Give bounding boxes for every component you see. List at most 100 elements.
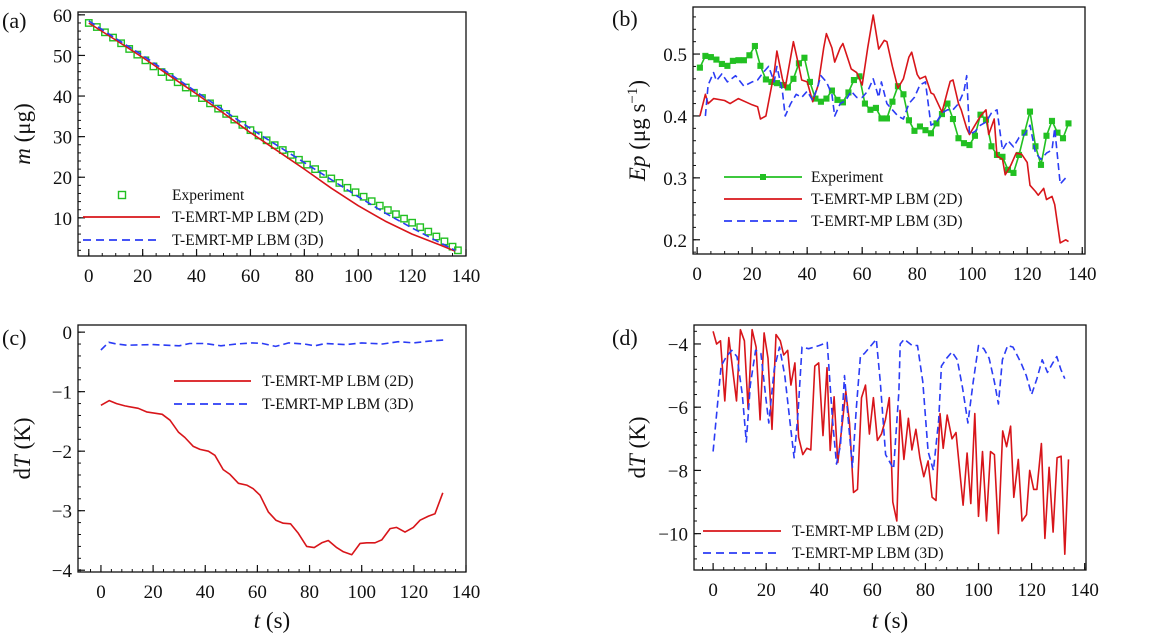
x-tick-label: 80 — [300, 582, 319, 603]
x-tick-label: 140 — [452, 582, 481, 603]
panel-a: 0 20 40 60 80 100 120 140 10 20 30 40 50 60 Experiment… — [2, 6, 480, 287]
label-part: (s) — [260, 608, 290, 633]
y-axis-label: dT (K) — [10, 418, 35, 480]
x-tick-label: 40 — [810, 580, 829, 601]
label-part: T — [10, 453, 35, 468]
series-line — [712, 338, 1066, 472]
y-tick-label: 50 — [53, 46, 72, 67]
panel-label: (a) — [2, 8, 26, 33]
data-point — [922, 127, 929, 134]
data-point — [828, 87, 835, 94]
data-point — [883, 115, 890, 122]
data-point — [117, 39, 126, 48]
y-tick-label: −10 — [658, 525, 688, 546]
data-point — [718, 60, 725, 68]
legend-marker — [760, 174, 766, 180]
label-part: t — [254, 608, 261, 633]
data-point — [707, 54, 714, 61]
x-tick-label: 140 — [452, 266, 481, 287]
legend-label: T-EMRT-MP LBM (3D) — [792, 545, 944, 562]
data-point — [955, 135, 962, 142]
data-point — [817, 98, 824, 105]
x-tick-label: 20 — [144, 582, 163, 603]
series-lbm2d — [88, 22, 456, 252]
data-point — [861, 100, 868, 107]
data-point — [1065, 120, 1072, 127]
y-tick-label: 20 — [53, 168, 72, 189]
data-point — [740, 57, 747, 64]
y-tick-label: −6 — [668, 398, 688, 419]
data-point — [311, 165, 320, 174]
panel-c: 0 20 40 60 80 100 120 140 −4 −3 −2 −1 0 T-EMRT-MP LBM… — [2, 323, 480, 633]
label-part: −1 — [625, 88, 641, 104]
label-part: (K) — [625, 417, 650, 455]
data-point — [889, 98, 896, 105]
x-tick-label: 140 — [1068, 264, 1097, 285]
x-tick-label: 20 — [757, 580, 776, 601]
x-tick-label: 40 — [187, 266, 206, 287]
data-point — [278, 146, 287, 154]
plot-frame — [77, 324, 467, 573]
label-part: t — [872, 608, 879, 633]
data-point — [408, 218, 417, 227]
data-point — [432, 232, 441, 241]
label-part: (K) — [10, 418, 35, 456]
data-point — [966, 141, 973, 149]
data-point — [746, 52, 753, 59]
y-tick-label: 0.3 — [663, 169, 687, 190]
y-tick-label: −2 — [52, 442, 72, 463]
data-point — [916, 123, 923, 130]
y-tick-label: 0 — [63, 323, 73, 344]
series-lbm3d — [88, 20, 456, 252]
data-point — [900, 91, 907, 98]
data-point — [440, 237, 449, 246]
data-point — [702, 52, 709, 59]
x-tick-label: 40 — [798, 264, 817, 285]
series-experiment — [696, 42, 1072, 176]
series-line — [699, 14, 1069, 244]
data-point — [392, 210, 400, 219]
data-point — [713, 56, 720, 63]
series-lbm2d — [100, 399, 444, 556]
y-axis-label: Ep (μg s−1) — [625, 80, 650, 182]
x-tick-label: 40 — [196, 582, 215, 603]
data-point — [1048, 117, 1056, 124]
data-point — [735, 57, 742, 64]
label-part: d — [625, 466, 650, 478]
x-tick-label: 0 — [96, 582, 106, 603]
x-axis-label: t (s) — [254, 608, 290, 633]
data-point — [1010, 169, 1017, 176]
data-point — [960, 140, 968, 147]
data-point — [850, 76, 857, 84]
panel-label: (b) — [612, 6, 638, 31]
x-tick-label: 60 — [241, 266, 260, 287]
data-point — [1021, 129, 1028, 136]
series-line — [100, 339, 446, 351]
data-point — [905, 117, 912, 124]
data-point — [335, 179, 344, 187]
data-point — [790, 75, 797, 82]
x-tick-label: 80 — [295, 266, 314, 287]
plot-frame — [693, 324, 1087, 571]
x-axis-label: t (s) — [872, 608, 908, 633]
x-tick-label: 60 — [248, 582, 267, 603]
data-point — [343, 183, 352, 192]
data-point — [416, 223, 425, 232]
x-tick-label: 100 — [347, 582, 376, 603]
legend-label: T-EMRT-MP LBM (3D) — [262, 396, 414, 413]
y-tick-label: 0.2 — [663, 231, 687, 252]
data-point — [933, 120, 940, 127]
y-tick-label: 60 — [53, 6, 72, 27]
panel-b: 0 20 40 60 80 100 120 140 0.2 0.3 0.4 0.5 Experiment… — [612, 6, 1096, 285]
data-point — [383, 206, 392, 215]
series-lbm3d — [704, 65, 1067, 185]
data-point — [303, 160, 311, 169]
legend-marker — [117, 190, 127, 200]
data-point — [1043, 132, 1050, 139]
legend-label: T-EMRT-MP LBM (2D) — [811, 191, 963, 208]
data-point — [927, 130, 935, 137]
label-part: ) — [625, 80, 650, 88]
x-tick-label: 120 — [1017, 580, 1046, 601]
series-line — [100, 399, 444, 556]
series-lbm3d — [712, 338, 1066, 472]
